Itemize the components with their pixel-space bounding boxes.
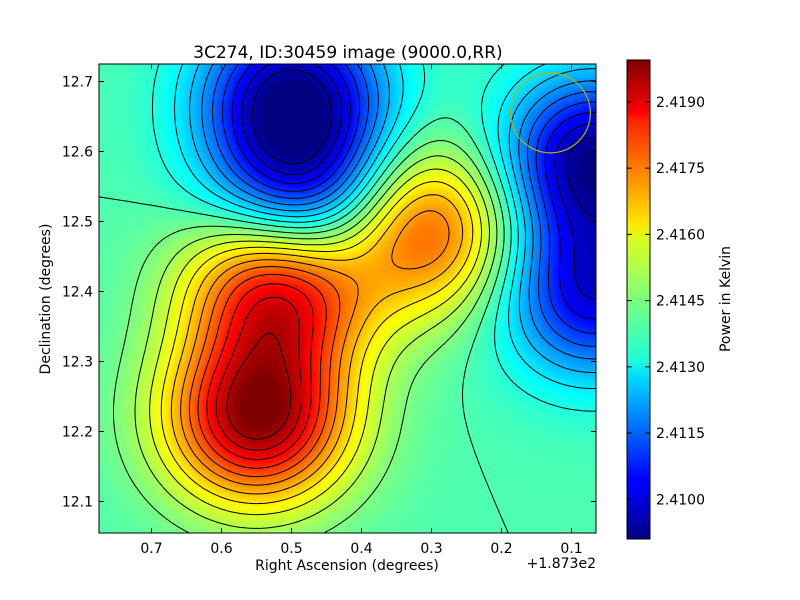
y-tick-label: 12.7 [62,75,93,91]
contour-lines [99,64,596,533]
contour-line [149,168,482,516]
contour-line [189,64,596,373]
colorbar-tick-label: 2.4100 [656,492,705,508]
y-axis-label: Declination (degrees) [38,224,54,375]
x-tick-label: 0.3 [420,541,442,557]
contour-line [201,64,596,360]
contour-line [134,155,490,529]
y-tick-label: 12.2 [62,425,93,441]
x-tick-label: 0.2 [490,541,512,557]
plot-area [98,63,597,534]
contour-line [99,117,509,533]
axes-frame [98,63,597,534]
colorbar-ticks: 2.4100 2.4115 2.4130 2.4145 2.4160 2.4175 2.41… [627,95,705,508]
x-tick-label: 0.7 [140,541,162,557]
beam-circle-marker [510,72,592,154]
contour-line [206,283,314,460]
colorbar-gradient [626,59,651,540]
colorbar-tick-label: 2.4145 [656,294,705,310]
colorbar-tick-label: 2.4190 [656,95,705,111]
colorbar-tick-label: 2.4160 [656,227,705,243]
y-tick-label: 12.1 [62,495,93,511]
y-tick-label: 12.6 [62,145,93,161]
contour-line [188,266,341,478]
contour-line [160,181,474,505]
colorbar-tick-label: 2.4130 [656,360,705,376]
y-tick-label: 12.3 [62,355,93,371]
contour-line [231,64,596,320]
contour-line [215,296,303,451]
x-axis-ticks: 0.7 0.6 0.5 0.4 0.3 0.2 0.1 [140,64,583,557]
heatmap-image [99,64,596,533]
colorbar: 2.4100 2.4115 2.4130 2.4145 2.4160 2.4175 2.41… [626,59,734,540]
contour-line [226,332,292,440]
x-axis-label: Right Ascension (degrees) [255,558,439,574]
y-axis-ticks: 12.1 12.2 12.3 12.4 12.5 12.6 12.7 [62,75,596,511]
contour-line [174,64,596,389]
contour-line [113,140,498,533]
y-tick-label: 12.5 [62,215,93,231]
x-tick-label: 0.4 [350,541,372,557]
colorbar-tick-label: 2.4115 [656,426,705,442]
contour-line [197,273,327,469]
contour-line [251,69,596,219]
colorbar-label: Power in Kelvin [718,246,734,352]
contour-line [212,64,596,347]
x-offset-label: +1.873e2 [527,556,596,572]
contour-line [222,64,596,334]
x-tick-label: 0.5 [280,541,302,557]
colorbar-tick-label: 2.4175 [656,161,705,177]
y-tick-label: 12.4 [62,285,93,301]
x-tick-label: 0.6 [210,541,232,557]
contour-line [241,64,596,300]
contour-line [170,194,464,495]
contour-line [180,210,450,486]
contour-line [151,64,596,412]
x-tick-label: 0.1 [560,541,582,557]
chart-title: 3C274, ID:30459 image (9000.0,RR) [193,43,502,63]
